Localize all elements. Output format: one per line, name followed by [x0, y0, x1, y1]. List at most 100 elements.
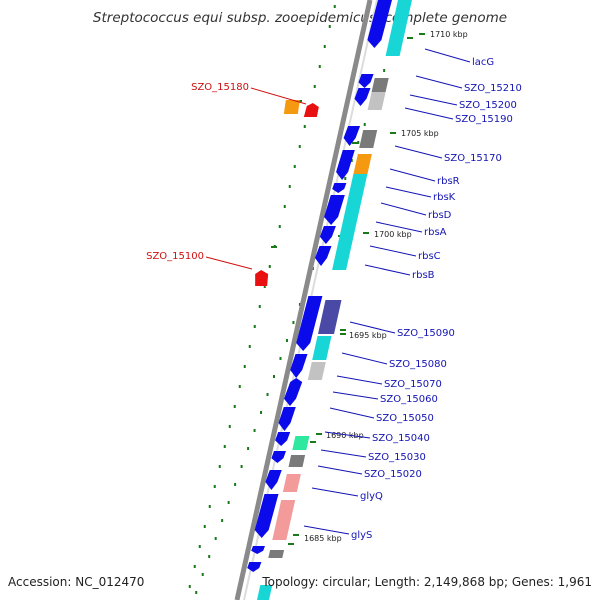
gc-dot [283, 205, 286, 208]
gene-feature [251, 546, 265, 554]
gene-feature [278, 407, 296, 431]
tick-label: 1710 kbp [430, 30, 468, 39]
gene-label-SZO_15170[interactable]: SZO_15170 [394, 145, 502, 164]
gc-dot [208, 505, 211, 508]
gc-dot [266, 393, 269, 396]
tick-label: 1690 kbp [326, 431, 364, 440]
gene-label-rbsA[interactable]: rbsA [375, 221, 447, 238]
gc-dot [208, 555, 211, 558]
gene-label-text: SZO_15210 [464, 83, 522, 94]
gene-feature [358, 74, 374, 88]
gene-label-glyQ[interactable]: glyQ [311, 487, 383, 502]
gene-feature [385, 0, 412, 56]
gene-label-text: rbsK [433, 192, 456, 203]
gc-dot [260, 411, 263, 414]
gene-label-text: glyS [351, 530, 372, 541]
gene-feature [290, 354, 308, 378]
gc-dot [228, 425, 231, 428]
gc-dot [323, 45, 326, 48]
gc-dot [258, 305, 261, 308]
gc-dot [285, 339, 288, 342]
gc-dot [223, 445, 226, 448]
gene-feature [284, 388, 300, 406]
gene-feature [282, 474, 301, 492]
gene-label-text: SZO_15070 [384, 379, 442, 390]
tick-label: 1685 kbp [304, 534, 342, 543]
gc-dot [298, 145, 301, 148]
gene-label-lacG[interactable]: lacG [424, 48, 494, 68]
gene-label-text: SZO_15020 [364, 469, 422, 480]
gc-dot [188, 585, 191, 588]
gene-label-SZO_15070[interactable]: SZO_15070 [336, 375, 442, 390]
gene-feature [288, 378, 303, 388]
gene-label-text: rbsA [424, 227, 447, 238]
gene-label-text: SZO_15050 [376, 413, 434, 424]
gene-feature [288, 455, 306, 467]
gene-label-SZO_15080[interactable]: SZO_15080 [341, 352, 447, 370]
gene-label-SZO_15040[interactable]: SZO_15040 [324, 431, 430, 444]
gene-feature [312, 336, 332, 360]
gene-label-text: SZO_15040 [372, 433, 430, 444]
gc-dot [213, 485, 216, 488]
gene-label-rbsK[interactable]: rbsK [385, 186, 456, 203]
gene-feature [371, 78, 389, 92]
gc-dot [293, 165, 296, 168]
gene-label-text: rbsD [428, 210, 452, 221]
gene-feature [272, 500, 296, 540]
gc-dot [279, 357, 282, 360]
genome-summary-text: Topology: circular; Length: 2,149,868 bp… [262, 575, 592, 589]
gc-dot [288, 185, 291, 188]
tick-1705: 1705 kbp [390, 129, 439, 138]
gene-feature-red [303, 103, 319, 117]
gene-label-SZO_15060[interactable]: SZO_15060 [332, 391, 438, 405]
gc-dash [340, 329, 346, 331]
gene-label-SZO_15050[interactable]: SZO_15050 [329, 407, 434, 424]
gc-dot [238, 385, 241, 388]
tick-1695: 1695 kbp [340, 331, 387, 340]
gene-feature [324, 195, 345, 225]
gene-label-text: SZO_15190 [455, 114, 513, 125]
gc-dot [218, 465, 221, 468]
gc-dot [333, 5, 336, 8]
gene-feature [343, 126, 361, 146]
gc-dot [328, 25, 331, 28]
gene-label-text: SZO_15030 [368, 452, 426, 463]
gene-feature [336, 150, 355, 180]
gene-label-SZO_15200[interactable]: SZO_15200 [409, 94, 517, 111]
gc-dash [310, 441, 316, 443]
gene-label-rbsB[interactable]: rbsB [364, 264, 435, 281]
gc-dot [318, 65, 321, 68]
gene-label-rbsR[interactable]: rbsR [389, 168, 460, 187]
gene-label-SZO_15180[interactable]: SZO_15180 [191, 82, 307, 105]
gc-dot [292, 321, 295, 324]
tick-1700: 1700 kbp [363, 230, 412, 239]
gene-label-text: SZO_15100 [146, 251, 204, 262]
gc-dot [363, 123, 366, 126]
gene-label-rbsD[interactable]: rbsD [380, 202, 452, 221]
gene-label-SZO_15090[interactable]: SZO_15090 [349, 321, 455, 339]
gene-label-rbsC[interactable]: rbsC [369, 245, 441, 262]
gc-dot [214, 537, 217, 540]
gc-dash [271, 246, 277, 248]
gc-dot [195, 591, 198, 594]
gene-feature [319, 226, 336, 244]
gene-label-SZO_15020[interactable]: SZO_15020 [317, 465, 422, 480]
gene-label-SZO_15210[interactable]: SZO_15210 [415, 75, 522, 94]
gc-dot [344, 177, 347, 180]
left-labels: SZO_15180 SZO_15100 [146, 82, 307, 270]
gene-feature [332, 174, 368, 270]
gene-label-text: SZO_15060 [380, 394, 438, 405]
gene-label-text: glyQ [360, 491, 383, 502]
tick-label: 1700 kbp [374, 230, 412, 239]
gene-label-SZO_15190[interactable]: SZO_15190 [404, 107, 513, 125]
tick-label: 1705 kbp [401, 129, 439, 138]
gc-dash [352, 142, 358, 144]
gc-dot [303, 125, 306, 128]
gc-dot [350, 159, 353, 162]
gene-label-glyS[interactable]: glyS [303, 525, 372, 541]
gene-label-SZO_15100[interactable]: SZO_15100 [146, 251, 253, 270]
gc-dot [273, 375, 275, 378]
gene-label-SZO_15030[interactable]: SZO_15030 [320, 449, 426, 463]
gene-feature [318, 300, 342, 334]
gene-label-text: SZO_15180 [191, 82, 249, 93]
